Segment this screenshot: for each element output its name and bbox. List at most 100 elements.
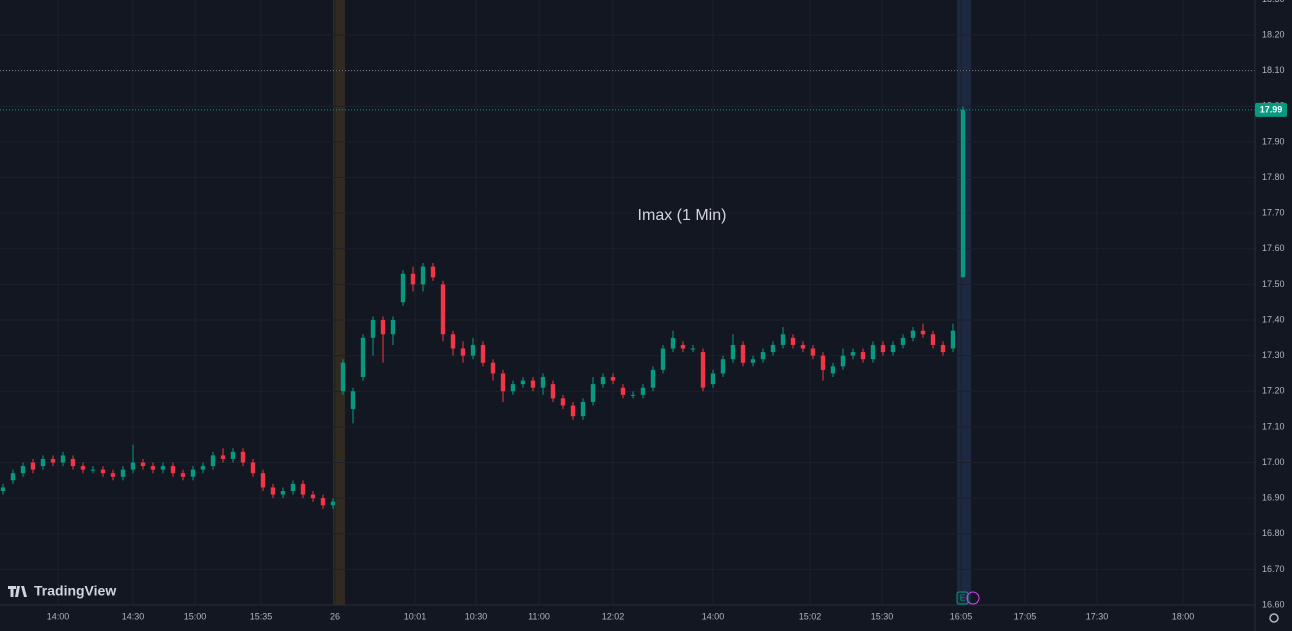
candle-body: [130, 462, 136, 470]
candle-body: [20, 466, 26, 474]
candle-body: [730, 344, 736, 360]
candle-body: [80, 466, 86, 470]
candle-body: [620, 387, 626, 395]
candle-body: [50, 458, 56, 463]
y-tick-label: 16.80: [1262, 528, 1285, 538]
candle-body: [850, 352, 856, 356]
x-tick-label: 26: [330, 611, 340, 621]
candle-body: [330, 501, 336, 506]
candle-body: [550, 384, 556, 399]
candle-body: [420, 266, 426, 285]
logo: TradingView: [8, 583, 116, 599]
candle-body: [200, 466, 206, 470]
candle-body: [630, 394, 636, 396]
candle-body: [890, 344, 896, 353]
y-tick-label: 17.10: [1262, 421, 1285, 431]
candle-body: [260, 473, 266, 488]
candle-body: [280, 491, 286, 495]
candle-body: [470, 344, 476, 356]
candle-body: [110, 473, 116, 477]
candle-body: [860, 352, 866, 360]
candle-body: [290, 483, 296, 492]
session-band: [957, 0, 971, 605]
candle-body: [360, 337, 366, 378]
y-tick-label: 16.70: [1262, 564, 1285, 574]
candle-body: [720, 359, 726, 374]
candle-body: [180, 473, 186, 477]
candle-body: [600, 377, 606, 385]
candle-body: [450, 334, 456, 349]
y-tick-label: 18.20: [1262, 29, 1285, 39]
candle-body: [10, 473, 16, 481]
chart-title: Imax (1 Min): [638, 207, 727, 224]
candle-body: [900, 337, 906, 345]
candles: [0, 106, 966, 509]
y-tick-label: 17.40: [1262, 314, 1285, 324]
candle-body: [770, 344, 776, 353]
candle-body: [530, 380, 536, 388]
price-lines: [0, 70, 1255, 111]
grid: [334, 0, 962, 605]
candle-body: [370, 320, 376, 338]
candle-body: [750, 359, 756, 363]
x-tick-label: 15:35: [250, 611, 273, 621]
candle-body: [400, 273, 406, 303]
candle-body: [740, 344, 746, 363]
logo-text: TradingView: [34, 583, 116, 599]
logo-mark: [8, 586, 27, 597]
x-tick-label: 10:30: [465, 611, 488, 621]
candle-body: [310, 494, 316, 499]
x-tick-label: 14:30: [122, 611, 145, 621]
candle-body: [950, 330, 956, 349]
candle-body: [640, 387, 646, 395]
x-tick-label: 15:00: [184, 611, 207, 621]
session-band: [333, 0, 345, 605]
candle-body: [650, 369, 656, 388]
candle-body: [660, 348, 666, 370]
candle-body: [320, 498, 326, 506]
event-badge[interactable]: [966, 591, 980, 605]
event-label[interactable]: E: [960, 594, 965, 603]
candle-body: [910, 330, 916, 338]
price-badge-label: 17.99: [1260, 105, 1283, 115]
x-tick-label: 12:02: [602, 611, 625, 621]
candle-body: [700, 352, 706, 388]
candle-body: [810, 348, 816, 356]
candle-body: [210, 455, 216, 467]
candle-body: [840, 355, 846, 367]
y-tick-label: 16.60: [1262, 599, 1285, 609]
y-tick-label: 18.10: [1262, 65, 1285, 75]
candle-body: [920, 330, 926, 335]
y-tick-label: 17.20: [1262, 386, 1285, 396]
candle-body: [140, 462, 146, 467]
candle-body: [220, 455, 226, 459]
settings-button[interactable]: [1269, 613, 1279, 623]
x-tick-label: 10:01: [404, 611, 427, 621]
y-tick-label: 17.30: [1262, 350, 1285, 360]
candle-body: [590, 384, 596, 402]
candle-body: [40, 458, 46, 467]
candle-body: [300, 483, 306, 495]
candle-body: [160, 466, 166, 470]
candle-body: [830, 366, 836, 374]
candle-body: [560, 398, 566, 406]
candle-body: [230, 451, 236, 459]
candle-body: [240, 451, 246, 463]
candle-body: [820, 355, 826, 370]
y-tick-label: 18.30: [1262, 0, 1285, 4]
candle-body: [480, 344, 486, 363]
candle-body: [500, 373, 506, 392]
event-badge[interactable]: [956, 591, 969, 605]
candle-body: [790, 337, 796, 345]
candle-body: [610, 377, 616, 381]
x-tick-label: 14:00: [702, 611, 725, 621]
candle-body: [540, 377, 546, 388]
candle-body: [390, 320, 396, 335]
candle-body: [60, 455, 66, 463]
candle-body: [30, 462, 36, 470]
x-tick-label: 17:05: [1014, 611, 1037, 621]
candle-body: [800, 344, 806, 349]
x-tick-label: 15:02: [799, 611, 822, 621]
